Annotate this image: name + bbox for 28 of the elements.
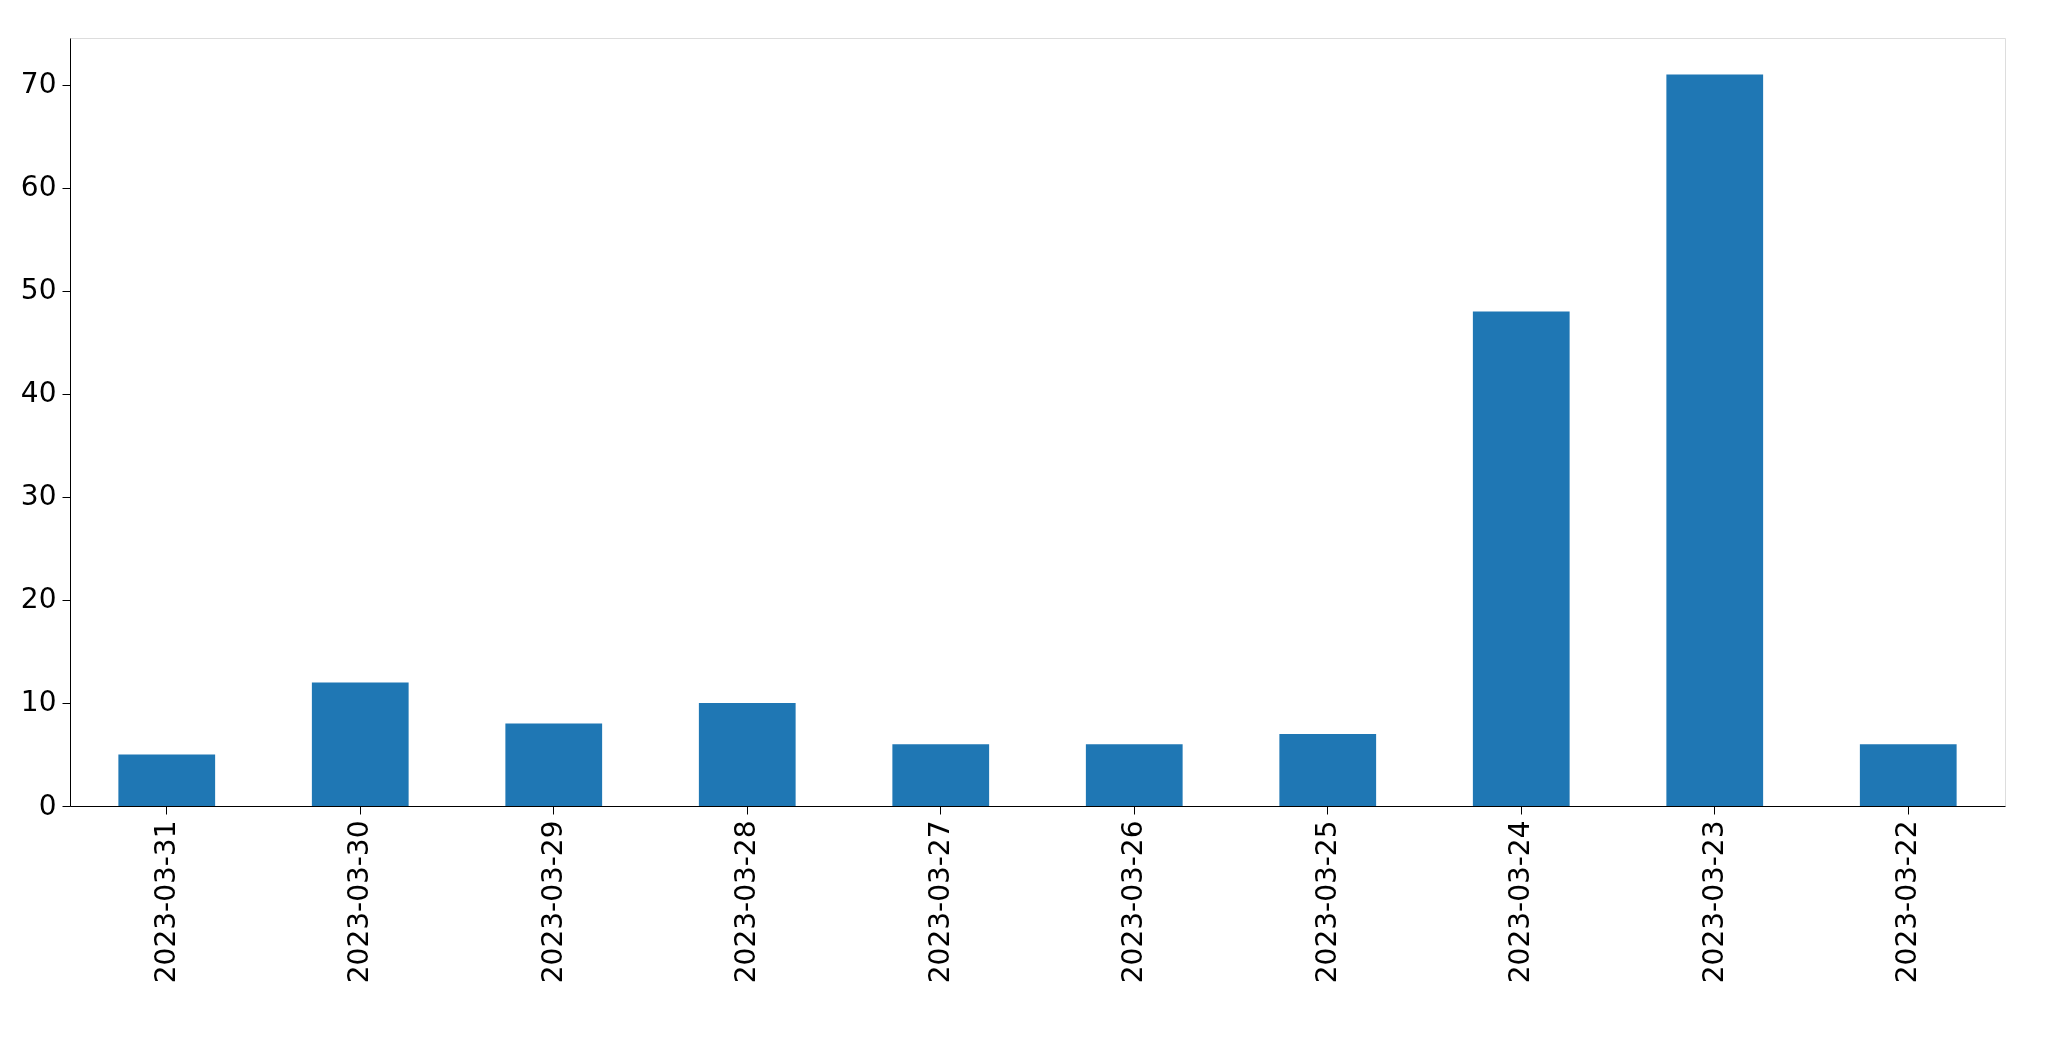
x-tick-label: 2023-03-25 (1309, 820, 1343, 984)
bar (1859, 744, 1957, 806)
bar (118, 754, 216, 806)
x-tick-label: 2023-03-30 (342, 820, 376, 984)
bar (311, 682, 409, 806)
y-tick-label: 40 (20, 376, 57, 410)
bar (505, 723, 603, 806)
bar (1279, 733, 1377, 806)
y-tick-label: 30 (20, 479, 57, 513)
x-tick-label: 2023-03-27 (922, 820, 956, 984)
bar (892, 744, 990, 806)
bar (1666, 74, 1764, 806)
x-tick-label: 2023-03-26 (1116, 820, 1150, 984)
y-tick-label: 10 (20, 685, 57, 719)
bar (1472, 311, 1570, 806)
x-tick-label: 2023-03-31 (148, 820, 182, 984)
y-tick-label: 50 (20, 273, 57, 307)
x-tick-label: 2023-03-24 (1503, 820, 1537, 984)
bar (1085, 744, 1183, 806)
x-tick-label: 2023-03-29 (535, 820, 569, 984)
x-tick-label: 2023-03-28 (729, 820, 763, 984)
bar (698, 702, 796, 806)
y-tick-label: 70 (20, 67, 57, 101)
x-tick-label: 2023-03-22 (1890, 820, 1924, 984)
y-tick-label: 0 (38, 788, 57, 822)
y-tick-label: 20 (20, 582, 57, 616)
x-tick-label: 2023-03-23 (1696, 820, 1730, 984)
y-tick-label: 60 (20, 170, 57, 204)
